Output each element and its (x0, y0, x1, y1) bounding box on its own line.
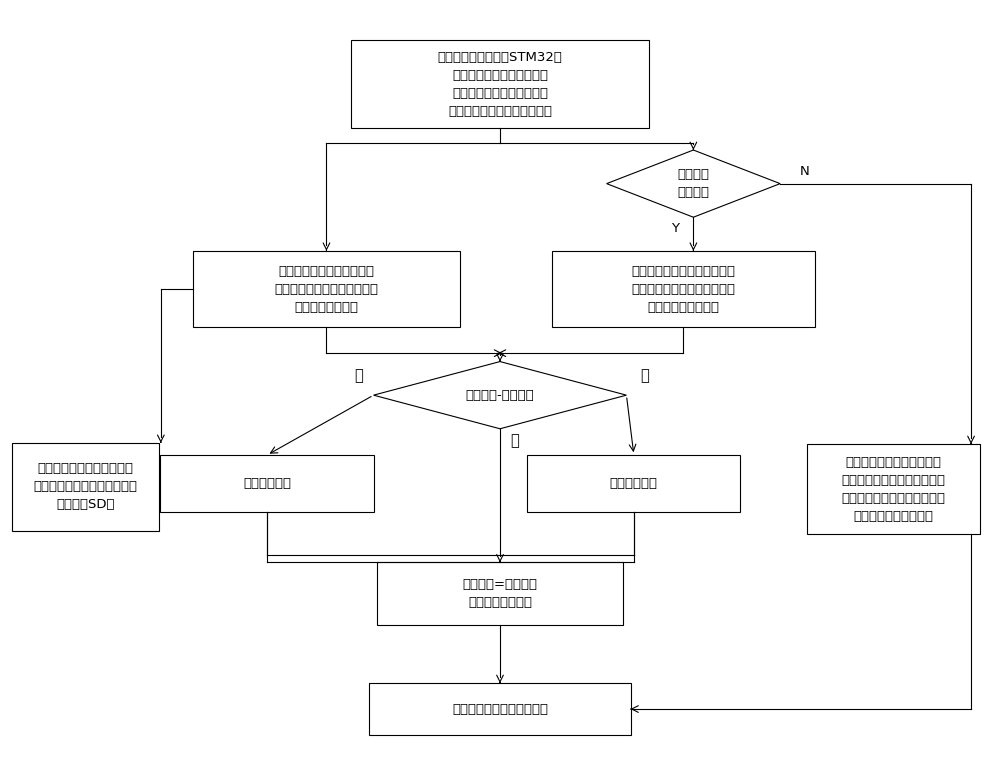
Bar (369, 683, 631, 735)
Text: 参比电位=给定电位
电压输出保持恒定: 参比电位=给定电位 电压输出保持恒定 (463, 578, 538, 609)
Bar (807, 444, 980, 534)
Text: 自动状态灯亮起，用户通过上
位机软件，设定合适的阴极保
护电位（给定电位）: 自动状态灯亮起，用户通过上 位机软件，设定合适的阴极保 护电位（给定电位） (631, 265, 735, 313)
Bar (160, 455, 374, 513)
Text: N: N (800, 165, 810, 178)
Bar (527, 455, 740, 513)
Text: 存储阴极保护参数（输出电
压、输电流、参比电位、管道
温度）到SD卡: 存储阴极保护参数（输出电 压、输电流、参比电位、管道 温度）到SD卡 (33, 462, 137, 511)
Text: 零: 零 (511, 433, 519, 448)
Text: 减小电压输出: 减小电压输出 (610, 477, 658, 490)
Text: 负: 负 (640, 368, 649, 384)
Text: 装置开始采集阴极保护参数
（输出电压、输出电流、参比
电位、管道温度）: 装置开始采集阴极保护参数 （输出电压、输出电流、参比 电位、管道温度） (274, 265, 378, 313)
Bar (12, 443, 159, 530)
Bar (193, 251, 460, 327)
Bar (377, 563, 623, 625)
Bar (552, 251, 815, 327)
Polygon shape (374, 361, 626, 428)
Bar (351, 40, 649, 128)
Text: 正: 正 (354, 368, 363, 384)
Text: 用户安装、投运基于STM32的
埋地长输管道阴极保护装置
后，按下装置前面板启动按
键，开启设备（运行灯亮起）: 用户安装、投运基于STM32的 埋地长输管道阴极保护装置 后，按下装置前面板启动… (438, 51, 562, 118)
Text: 按键切换
是否自动: 按键切换 是否自动 (677, 168, 709, 199)
Polygon shape (607, 150, 780, 217)
Text: 参比电位-给定电位: 参比电位-给定电位 (466, 388, 534, 401)
Text: 通过手动旋钮调整电压输出
（增大或减小电压输出），从
而实现参比电位至合适的阴极
保护电位（给定电位）: 通过手动旋钮调整电压输出 （增大或减小电压输出），从 而实现参比电位至合适的阴极… (842, 455, 946, 523)
Text: Y: Y (672, 222, 680, 235)
Text: 增大电压输出: 增大电压输出 (243, 477, 291, 490)
Text: 埋地长输管道得到防腐保护: 埋地长输管道得到防腐保护 (452, 703, 548, 716)
